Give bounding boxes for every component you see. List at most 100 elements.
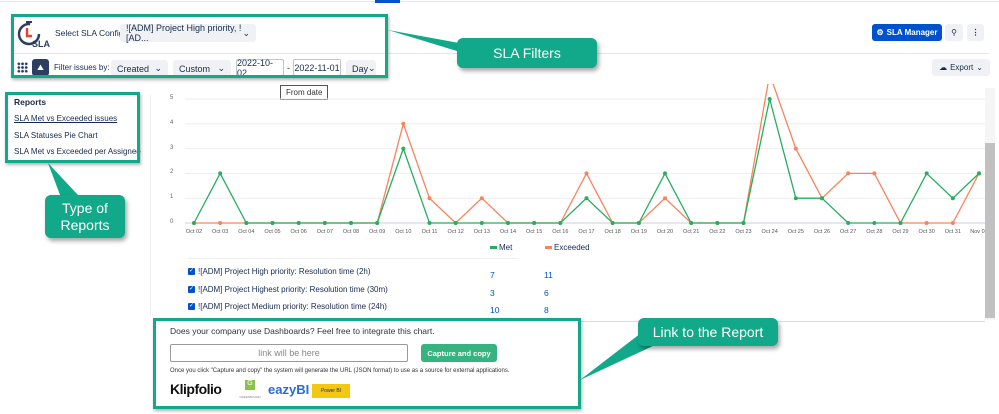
x-tick-label: Oct 09 [369, 229, 386, 235]
checkbox[interactable]: ✓ [188, 268, 195, 275]
report-per-assignee[interactable]: SLA Met vs Exceeded per Assignee [14, 147, 141, 156]
exceeded-count[interactable]: 6 [544, 288, 549, 298]
report-statuses-pie[interactable]: SLA Statuses Pie Chart [14, 131, 98, 140]
data-point[interactable] [924, 221, 929, 225]
reports-title: Reports [14, 97, 47, 107]
y-tick-label: 1 [170, 194, 174, 201]
y-tick-label: 0 [170, 219, 174, 225]
data-point[interactable] [218, 221, 223, 225]
data-point[interactable] [532, 221, 537, 225]
met-count[interactable]: 10 [490, 305, 500, 315]
data-point[interactable] [820, 196, 824, 201]
data-point[interactable] [506, 221, 510, 225]
data-point[interactable] [479, 221, 484, 225]
data-point[interactable] [401, 121, 406, 126]
data-point[interactable] [322, 221, 327, 225]
sla-config-select[interactable]: ![ADM] Project High priority, ![AD... ⌄ [120, 23, 256, 43]
data-point[interactable] [584, 196, 589, 201]
data-point[interactable] [950, 196, 955, 201]
config-label: Select SLA Config [55, 28, 124, 38]
data-point[interactable] [296, 221, 301, 225]
chevron-down-icon: ⌄ [154, 63, 162, 73]
x-tick-label: Oct 20 [656, 229, 674, 235]
x-tick-label: Oct 25 [787, 229, 804, 235]
table-row: ✓ ![ADM] Project Highest priority: Resolu… [188, 285, 388, 294]
data-point[interactable] [872, 221, 877, 225]
data-point[interactable] [349, 221, 353, 225]
data-point[interactable] [244, 221, 249, 225]
data-point[interactable] [977, 171, 981, 176]
exceeded-count[interactable]: 8 [544, 305, 549, 315]
x-tick-label: Oct 07 [316, 229, 333, 235]
x-tick-label: Oct 08 [342, 229, 360, 235]
data-point[interactable] [427, 196, 432, 201]
powerbi-logo: Power BI [312, 384, 350, 398]
data-point[interactable] [663, 171, 667, 176]
content-divider [580, 321, 985, 322]
data-point[interactable] [479, 196, 484, 201]
pin-button[interactable]: ⚲ [945, 24, 963, 41]
y-tick-label: 4 [170, 119, 174, 126]
data-point[interactable] [427, 221, 432, 225]
data-point[interactable] [375, 221, 380, 225]
data-point[interactable] [741, 221, 746, 225]
x-tick-label: Oct 26 [813, 229, 831, 235]
data-point[interactable] [453, 221, 458, 225]
scrollbar-thumb[interactable] [985, 143, 995, 318]
more-button[interactable]: ⋮ [967, 24, 984, 41]
legend-exceeded[interactable]: Exceeded [545, 243, 590, 252]
data-point[interactable] [192, 221, 196, 225]
grid-view-icon[interactable] [17, 62, 28, 73]
granularity-select[interactable]: Day ⌄ [346, 60, 376, 77]
table-row: ✓ ![ADM] Project Medium priority: Resolut… [188, 302, 387, 311]
data-point[interactable] [610, 221, 615, 225]
klipfolio-logo: Klipfolio [170, 381, 222, 397]
export-button[interactable]: ☁ Export ⌄ [932, 59, 990, 76]
data-point[interactable] [872, 171, 877, 176]
data-point[interactable] [793, 146, 798, 151]
met-count[interactable]: 3 [490, 288, 495, 298]
data-point[interactable] [663, 196, 667, 201]
data-point[interactable] [950, 221, 955, 225]
exceeded-count[interactable]: 11 [544, 270, 553, 280]
integration-question: Does your company use Dashboards? Feel f… [170, 326, 435, 336]
data-point[interactable] [924, 171, 929, 176]
x-tick-label: Oct 11 [421, 229, 438, 235]
data-point[interactable] [715, 221, 720, 225]
reports-highlight [5, 92, 140, 163]
data-point[interactable] [767, 97, 772, 101]
data-point[interactable] [793, 196, 798, 201]
data-point[interactable] [270, 221, 275, 225]
scrollbar[interactable] [985, 88, 995, 320]
legend-met[interactable]: Met [490, 243, 512, 252]
sla-manager-button[interactable]: ⚙ SLA Manager [872, 24, 942, 41]
x-tick-label: Oct 12 [447, 229, 464, 235]
checkbox[interactable]: ✓ [188, 303, 195, 310]
data-point[interactable] [558, 221, 563, 225]
data-point[interactable] [636, 221, 641, 225]
date-separator: - [287, 63, 290, 73]
data-point[interactable] [689, 221, 694, 225]
capture-and-copy-button[interactable]: Capture and copy [421, 344, 497, 362]
x-tick-label: Oct 03 [212, 229, 229, 235]
chart-view-button[interactable]: ⛰ [32, 59, 49, 76]
data-point[interactable] [584, 171, 589, 176]
data-point[interactable] [218, 171, 223, 176]
link-input[interactable]: link will be here [170, 344, 408, 362]
active-tab-indicator [375, 0, 400, 3]
x-tick-label: Oct 14 [499, 229, 517, 235]
sla-logo: SLA [16, 20, 50, 50]
checkbox[interactable]: ✓ [188, 286, 195, 293]
integration-note: Once you click "Capture and copy" the sy… [170, 368, 510, 374]
met-count[interactable]: 7 [490, 270, 495, 280]
chevron-down-icon: ⌄ [242, 27, 250, 38]
filter-field-select[interactable]: Created ⌄ [111, 60, 168, 77]
data-point[interactable] [401, 146, 406, 151]
data-point[interactable] [846, 171, 851, 176]
y-tick-label: 5 [170, 95, 174, 101]
legend-swatch [490, 246, 497, 249]
data-point[interactable] [898, 221, 903, 225]
date-range-select[interactable]: Custom ⌄ [173, 60, 231, 77]
report-met-vs-exceeded[interactable]: SLA Met vs Exceeded issues [14, 114, 118, 123]
data-point[interactable] [846, 221, 851, 225]
